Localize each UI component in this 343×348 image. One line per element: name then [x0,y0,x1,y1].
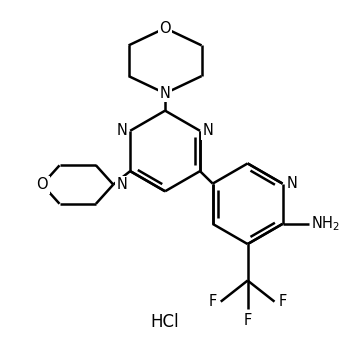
Text: N: N [203,123,214,138]
Text: N: N [116,177,127,192]
Text: F: F [279,294,287,309]
Text: NH$_2$: NH$_2$ [311,215,340,233]
Text: N: N [116,123,127,138]
Text: HCl: HCl [151,313,179,331]
Text: O: O [36,177,48,192]
Text: N: N [159,86,170,101]
Text: F: F [209,294,217,309]
Text: O: O [159,21,171,35]
Text: N: N [286,176,297,191]
Text: F: F [244,313,252,328]
